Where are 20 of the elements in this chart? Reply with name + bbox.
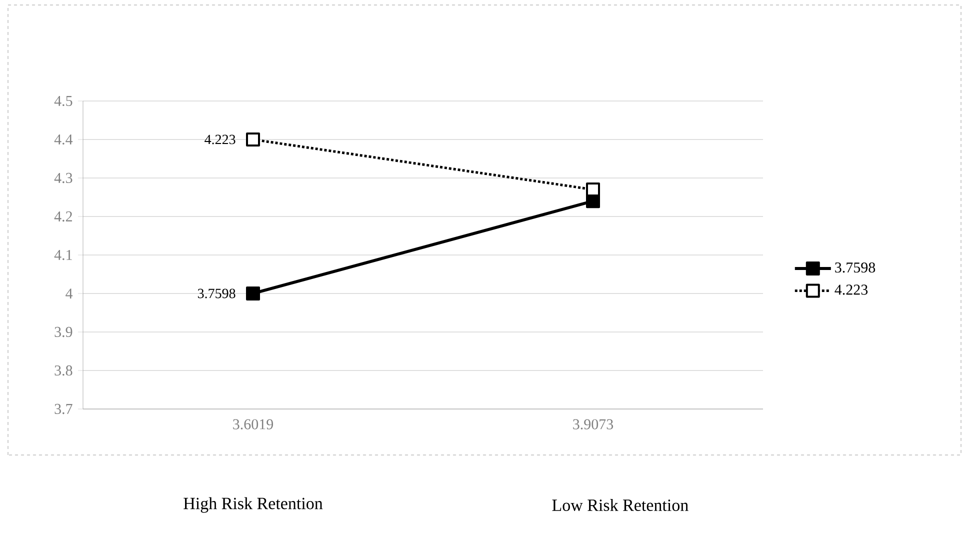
y-tick-label: 4: [66, 288, 73, 298]
text: High Risk Retention: [184, 497, 323, 513]
y-tick-label: 4.4: [54, 134, 73, 145]
legend-label: 3.7598: [835, 262, 876, 273]
x-tick-label: 3.9073: [573, 419, 614, 430]
y-tick-label: 3.9: [54, 326, 72, 338]
point: [246, 286, 260, 301]
y-tick-label: 3.8: [54, 365, 72, 376]
legend-label: 4.223: [834, 284, 868, 295]
y-tick-label: 3.7: [54, 404, 72, 414]
y-tick-label: 4.1: [54, 250, 72, 260]
point: [246, 132, 260, 147]
annotation: 3.7598: [198, 288, 236, 298]
y-tick-label: 4.3: [54, 172, 72, 184]
y-tick-label: 4.5: [54, 96, 72, 106]
annotation: 4.223: [204, 134, 236, 144]
point: [586, 182, 600, 197]
y-tick-label: 4.2: [54, 211, 72, 222]
x-tick-label: 3.6019: [233, 419, 274, 430]
text: Low Risk Retention: [552, 499, 688, 511]
